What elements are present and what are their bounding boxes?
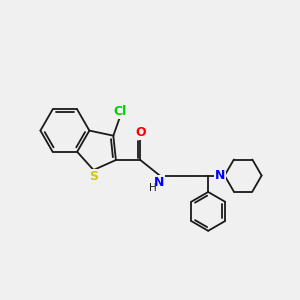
Text: N: N	[154, 176, 164, 189]
Text: N: N	[215, 169, 225, 182]
Text: S: S	[89, 170, 98, 183]
Text: O: O	[135, 126, 146, 139]
Text: H: H	[149, 183, 157, 193]
Text: Cl: Cl	[114, 105, 127, 118]
